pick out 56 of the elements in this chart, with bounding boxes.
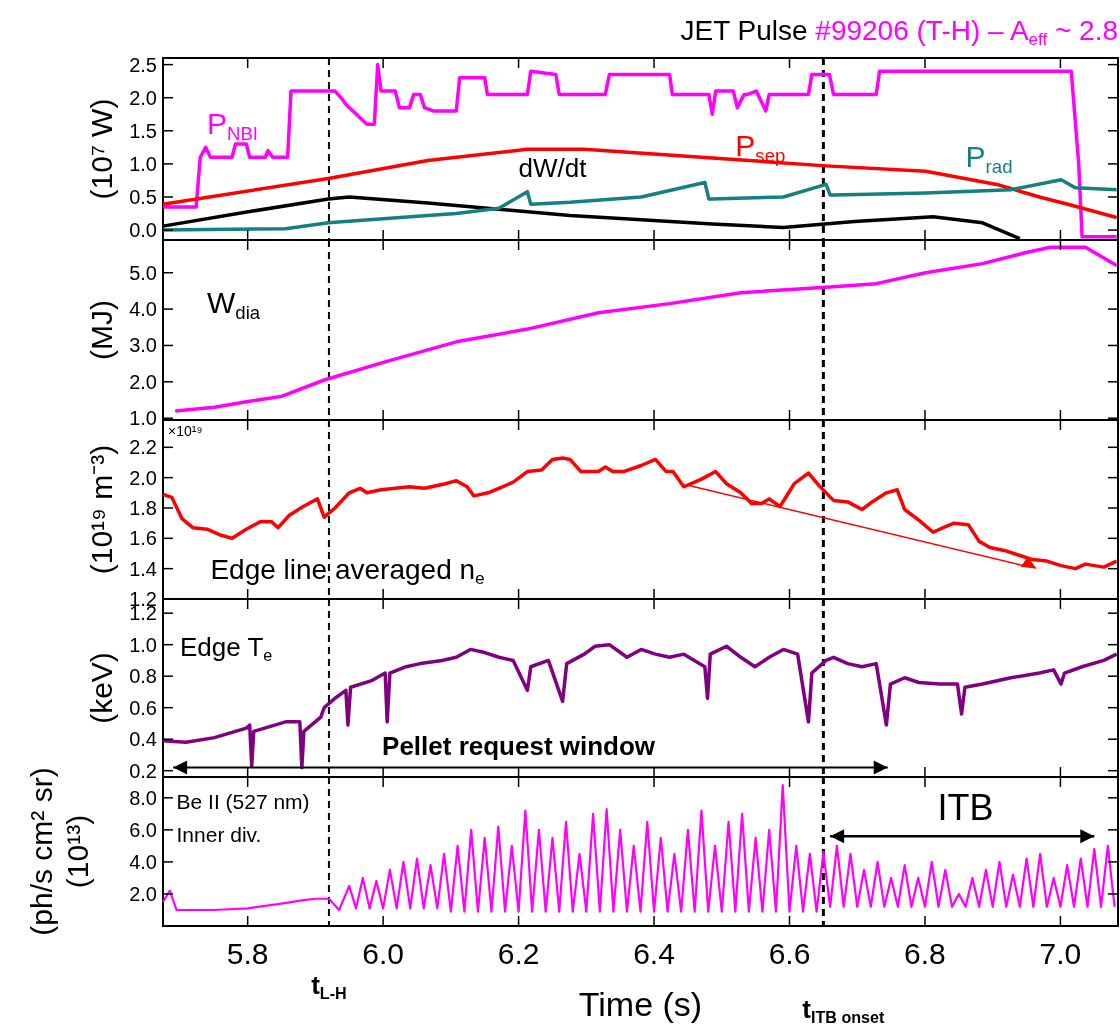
y-tick-label: 1.0 (129, 407, 157, 430)
y-tick-label: 6.0 (129, 818, 157, 841)
line-series (173, 245, 1119, 413)
line-series (161, 178, 1119, 232)
y-tick-label: 1.4 (129, 557, 157, 580)
y-tick-label: 0.4 (129, 728, 157, 751)
chart-title: JET Pulse (680, 15, 816, 46)
y-tick-label: 2.0 (129, 370, 157, 393)
y-axis-title: (10¹⁹ m⁻³) (85, 444, 118, 575)
x-tick-label: 6.2 (497, 937, 540, 970)
y-tick-label: 0.2 (129, 759, 157, 782)
y-tick-label: 2.0 (129, 882, 157, 905)
series-label: P$_{NBI}$ (207, 107, 259, 144)
annotation: ×10¹⁹ (168, 423, 203, 439)
x-axis-title: Time (s) (578, 985, 703, 1023)
y-tick-label: 4.0 (129, 298, 157, 321)
line-series (161, 62, 1119, 239)
x-tick-label: 7.0 (1039, 937, 1082, 970)
y-tick-label: 1.5 (129, 119, 157, 142)
ref-line-label: t$_{L-H}$ (311, 970, 347, 1002)
text: Edge T$_{e}$ (179, 631, 273, 664)
y-tick-label: 3.0 (129, 334, 157, 357)
y-tick-label: 1.0 (129, 633, 157, 656)
y-axis-title: (MJ) (85, 300, 118, 360)
y-tick-label: 0.5 (129, 185, 157, 208)
y-tick-label: 2.0 (129, 466, 157, 489)
line-series (161, 783, 1116, 913)
annotation: Be II (527 nm) Inner div. (176, 790, 310, 846)
y-axis-title: (ph/s cm² sr) (10¹³) (25, 767, 94, 936)
y-tick-label: 0.0 (129, 219, 157, 242)
y-tick-label: 1.8 (129, 496, 157, 519)
y-tick-label: 0.8 (129, 665, 157, 688)
y-tick-label: 4.0 (129, 850, 157, 873)
y-tick-label: 2.0 (129, 86, 157, 109)
y-axis-title: (10⁷ W) (85, 98, 118, 200)
ref-line-label: t$_{ITB onset}$ (802, 994, 886, 1026)
series-label: Edge line averaged n$_{e}$ (210, 554, 485, 589)
y-tick-label: 2.2 (129, 436, 157, 459)
series-label: dW/dt (518, 153, 588, 184)
annotation: Pellet request window (382, 730, 656, 761)
x-tick-label: 6.8 (904, 937, 946, 970)
y-tick-label: 8.0 (129, 786, 157, 809)
chart-subtitle: #99206 (T-H) – A$_{eff}$ ~ 2.8 (815, 15, 1118, 50)
y-tick-label: 0.6 (129, 696, 157, 719)
x-tick-label: 6.4 (633, 937, 675, 970)
x-tick-label: 6.6 (768, 937, 811, 970)
series-label: P$_{rad}$ (965, 140, 1013, 177)
annotation: ITB (937, 787, 994, 829)
y-tick-label: 5.0 (129, 261, 157, 284)
y-axis-title: (keV) (85, 652, 118, 724)
y-tick-label: 1.0 (129, 152, 157, 175)
text: W$_{dia}$ (207, 285, 261, 323)
x-tick-label: 6.0 (362, 937, 404, 970)
y-tick-label: 1.6 (129, 527, 157, 550)
y-tick-label: 2.5 (129, 53, 157, 76)
x-tick-label: 5.8 (226, 937, 269, 970)
